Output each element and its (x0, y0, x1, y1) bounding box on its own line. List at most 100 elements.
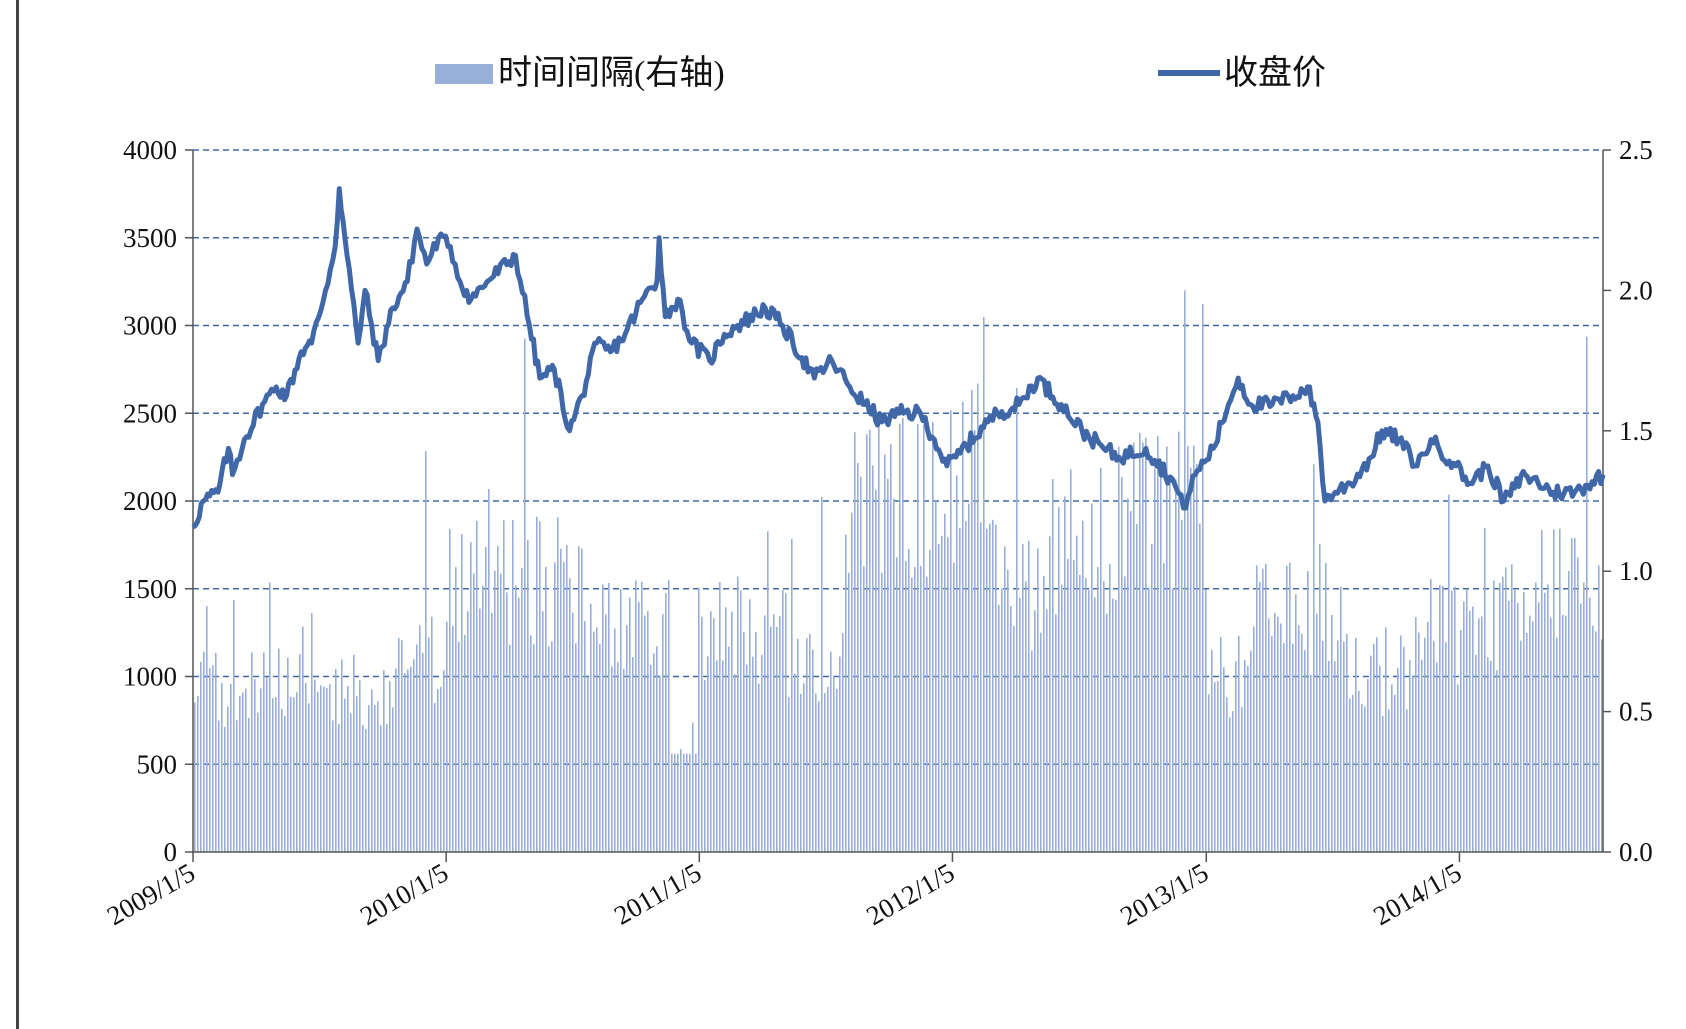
interval-bar (860, 476, 862, 852)
interval-bar (1070, 469, 1072, 852)
interval-bar (476, 520, 478, 852)
interval-bar (728, 646, 730, 852)
legend-bar-label: 时间间隔(右轴) (498, 54, 725, 92)
interval-bar (1220, 637, 1222, 852)
interval-bar (455, 567, 457, 852)
interval-bar (1403, 646, 1405, 852)
interval-bar (1598, 565, 1600, 852)
interval-bar (1388, 709, 1390, 852)
interval-bar (1205, 589, 1207, 852)
interval-bar (719, 582, 721, 852)
interval-bar (965, 521, 967, 852)
interval-bar (1532, 621, 1534, 852)
interval-bar (368, 705, 370, 852)
interval-bar (1247, 666, 1249, 852)
interval-bar (980, 522, 982, 852)
interval-bar (884, 454, 886, 852)
interval-bar (1172, 588, 1174, 852)
interval-bar (1271, 636, 1273, 852)
interval-bar (1547, 584, 1549, 852)
interval-bar (242, 692, 244, 852)
interval-bar (1550, 617, 1552, 852)
interval-bar (1274, 612, 1276, 852)
interval-bar (1418, 632, 1420, 852)
interval-bar (1106, 613, 1108, 852)
interval-bar (482, 585, 484, 852)
interval-bar (854, 432, 856, 852)
interval-bar (227, 706, 229, 852)
interval-bar (1001, 588, 1003, 852)
interval-bar (869, 429, 871, 852)
interval-bar (656, 646, 658, 852)
interval-bar (566, 545, 568, 852)
interval-bar (548, 646, 550, 852)
interval-bar (1520, 640, 1522, 852)
interval-bar (695, 753, 697, 852)
interval-bar (1157, 436, 1159, 852)
interval-bar (221, 683, 223, 852)
interval-bar (1148, 587, 1150, 852)
interval-bar (740, 590, 742, 852)
interval-bar (281, 708, 283, 852)
interval-bar (1505, 567, 1507, 852)
interval-bar (386, 724, 388, 852)
interval-bar (1268, 618, 1270, 852)
interval-bar (1184, 290, 1186, 852)
interval-bar (788, 697, 790, 852)
interval-bar (1004, 546, 1006, 852)
interval-bar (305, 683, 307, 852)
interval-bar (878, 425, 880, 852)
interval-bar (1124, 576, 1126, 852)
interval-bar (1040, 632, 1042, 852)
interval-bar (668, 580, 670, 852)
interval-bar (1055, 614, 1057, 852)
x-tick-label: 2012/1/5 (861, 857, 959, 931)
x-axis-ticks: 2009/1/5 2010/1/5 2011/1/5 2012/1/5 2013/1/5… (102, 852, 1466, 931)
interval-bar (1214, 682, 1216, 852)
interval-bar (614, 628, 616, 852)
interval-bar (1127, 498, 1129, 852)
interval-bar (1406, 709, 1408, 852)
interval-bar (977, 383, 979, 852)
interval-bar (353, 654, 355, 852)
interval-bar (1364, 706, 1366, 852)
interval-bar (1430, 579, 1432, 852)
interval-bar (587, 676, 589, 852)
interval-bar (1076, 535, 1078, 852)
interval-bar (1469, 610, 1471, 852)
interval-bar (497, 545, 499, 852)
interval-bar (881, 572, 883, 852)
interval-bar (944, 513, 946, 852)
interval-bar (1163, 563, 1165, 852)
interval-bar (1025, 581, 1027, 852)
interval-bar (1502, 576, 1504, 852)
interval-bar (1073, 559, 1075, 852)
interval-bar (1358, 690, 1360, 852)
interval-bar (893, 498, 895, 852)
interval-bar (1217, 680, 1219, 852)
interval-bar (377, 701, 379, 852)
interval-bar (446, 621, 448, 852)
interval-bar (1142, 442, 1144, 852)
interval-bar (1046, 609, 1048, 852)
interval-bar (323, 686, 325, 852)
interval-bar (200, 661, 202, 852)
interval-bar (998, 604, 1000, 852)
interval-bar (1028, 540, 1030, 852)
interval-bar (1103, 581, 1105, 852)
interval-bar (1361, 703, 1363, 852)
interval-bar (335, 669, 337, 852)
interval-bar (836, 688, 838, 852)
interval-bar (341, 659, 343, 852)
interval-bar (617, 662, 619, 852)
interval-bar (659, 675, 661, 852)
interval-bar (1577, 557, 1579, 852)
interval-bar (1151, 543, 1153, 852)
interval-bar (1586, 336, 1588, 852)
interval-bar (248, 717, 250, 852)
interval-bar (1400, 635, 1402, 852)
interval-bar (962, 401, 964, 852)
interval-bar (560, 548, 562, 852)
left-tick-label: 0 (164, 837, 178, 867)
